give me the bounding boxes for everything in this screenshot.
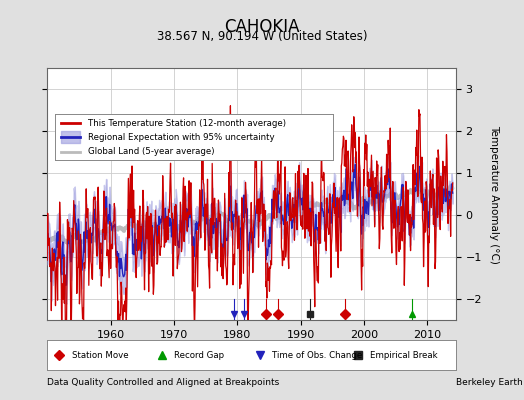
Text: Empirical Break: Empirical Break bbox=[370, 350, 438, 360]
Text: This Temperature Station (12-month average): This Temperature Station (12-month avera… bbox=[89, 119, 286, 128]
Text: Station Move: Station Move bbox=[72, 350, 128, 360]
Text: 38.567 N, 90.194 W (United States): 38.567 N, 90.194 W (United States) bbox=[157, 30, 367, 43]
Text: Regional Expectation with 95% uncertainty: Regional Expectation with 95% uncertaint… bbox=[89, 132, 275, 142]
Text: Berkeley Earth: Berkeley Earth bbox=[456, 378, 522, 387]
Text: Global Land (5-year average): Global Land (5-year average) bbox=[89, 147, 215, 156]
Text: Time of Obs. Change: Time of Obs. Change bbox=[272, 350, 362, 360]
Text: CAHOKIA: CAHOKIA bbox=[224, 18, 300, 36]
Text: Record Gap: Record Gap bbox=[174, 350, 224, 360]
Text: Data Quality Controlled and Aligned at Breakpoints: Data Quality Controlled and Aligned at B… bbox=[47, 378, 279, 387]
Y-axis label: Temperature Anomaly (°C): Temperature Anomaly (°C) bbox=[489, 124, 499, 264]
